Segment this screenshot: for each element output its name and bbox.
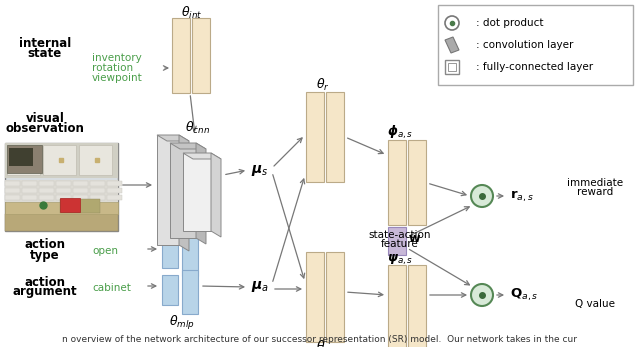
Circle shape: [471, 284, 493, 306]
Text: $\mathbf{Q}_{a,s}$: $\mathbf{Q}_{a,s}$: [510, 287, 538, 303]
Text: inventory: inventory: [92, 53, 141, 63]
Text: $\theta_{int}$: $\theta_{int}$: [181, 5, 203, 21]
Bar: [7, 145, 40, 175]
Bar: [192, 18, 210, 93]
Bar: [183, 153, 211, 231]
Bar: [79, 145, 112, 175]
Bar: [388, 140, 406, 225]
Text: action: action: [24, 238, 65, 252]
Bar: [326, 252, 344, 342]
Text: $\boldsymbol{\psi}_{a,s}$: $\boldsymbol{\psi}_{a,s}$: [387, 253, 413, 267]
Bar: [56, 195, 71, 200]
Text: immediate: immediate: [567, 178, 623, 188]
Bar: [408, 140, 426, 225]
Polygon shape: [196, 143, 206, 244]
Polygon shape: [183, 153, 221, 159]
Bar: [5, 180, 118, 202]
Circle shape: [445, 16, 459, 30]
Text: : convolution layer: : convolution layer: [476, 40, 573, 50]
Bar: [73, 188, 88, 193]
Bar: [7, 145, 42, 173]
Bar: [388, 265, 406, 347]
Polygon shape: [179, 135, 189, 251]
Bar: [326, 92, 344, 182]
Text: reward: reward: [577, 187, 613, 197]
Bar: [182, 232, 198, 276]
Bar: [60, 199, 100, 213]
Text: action: action: [24, 276, 65, 288]
Text: $\theta_q$: $\theta_q$: [316, 339, 330, 347]
Bar: [90, 188, 105, 193]
Bar: [408, 265, 426, 347]
Bar: [172, 18, 190, 93]
Bar: [5, 195, 20, 200]
Polygon shape: [445, 37, 459, 53]
Text: $\mathbf{w}$: $\mathbf{w}$: [408, 231, 422, 245]
Bar: [5, 214, 118, 231]
Bar: [162, 238, 178, 268]
Bar: [438, 5, 633, 85]
Text: $\boldsymbol{\phi}_{a,s}$: $\boldsymbol{\phi}_{a,s}$: [387, 124, 413, 141]
Bar: [170, 143, 196, 238]
Bar: [445, 60, 459, 74]
Bar: [56, 188, 71, 193]
Text: $\theta_{mlp}$: $\theta_{mlp}$: [169, 314, 195, 332]
Bar: [90, 195, 105, 200]
Bar: [43, 145, 76, 175]
Bar: [5, 202, 118, 214]
Polygon shape: [157, 135, 189, 141]
Bar: [73, 181, 88, 186]
Bar: [22, 181, 37, 186]
Text: $\boldsymbol{\mu}_s$: $\boldsymbol{\mu}_s$: [252, 162, 269, 178]
Bar: [22, 195, 37, 200]
Text: viewpoint: viewpoint: [92, 73, 143, 83]
Bar: [306, 252, 324, 342]
Bar: [56, 181, 71, 186]
Text: $\mathbf{r}_{a,s}$: $\mathbf{r}_{a,s}$: [510, 188, 534, 204]
Text: feature: feature: [381, 239, 419, 249]
Bar: [5, 188, 20, 193]
Bar: [39, 195, 54, 200]
Text: $\theta_r$: $\theta_r$: [316, 77, 330, 93]
Bar: [107, 181, 122, 186]
Bar: [9, 148, 33, 166]
Bar: [306, 92, 324, 182]
Text: cabinet: cabinet: [92, 283, 131, 293]
Text: type: type: [30, 248, 60, 262]
Text: Q value: Q value: [575, 299, 615, 309]
Bar: [448, 63, 456, 71]
Text: open: open: [92, 246, 118, 256]
Bar: [157, 135, 179, 245]
Text: n overview of the network architecture of our successor representation (SR) mode: n overview of the network architecture o…: [63, 336, 577, 345]
Text: internal: internal: [19, 36, 71, 50]
Bar: [107, 188, 122, 193]
Bar: [5, 143, 118, 231]
Bar: [162, 275, 178, 305]
Text: : fully-connected layer: : fully-connected layer: [476, 62, 593, 72]
Text: state-action: state-action: [369, 230, 431, 240]
Text: $\theta_{cnn}$: $\theta_{cnn}$: [184, 120, 209, 136]
Bar: [90, 181, 105, 186]
Text: visual: visual: [26, 111, 65, 125]
Text: argument: argument: [13, 286, 77, 298]
Bar: [182, 270, 198, 314]
Bar: [5, 181, 20, 186]
Text: : dot product: : dot product: [476, 18, 543, 28]
Bar: [39, 188, 54, 193]
Bar: [107, 195, 122, 200]
Bar: [73, 195, 88, 200]
Text: rotation: rotation: [92, 63, 133, 73]
Text: state: state: [28, 46, 62, 59]
Polygon shape: [211, 153, 221, 237]
Circle shape: [471, 185, 493, 207]
Bar: [388, 227, 406, 255]
Text: observation: observation: [6, 121, 84, 135]
Bar: [5, 143, 118, 178]
Bar: [60, 198, 80, 212]
Polygon shape: [170, 143, 206, 149]
Bar: [39, 181, 54, 186]
Bar: [22, 188, 37, 193]
Text: $\boldsymbol{\mu}_a$: $\boldsymbol{\mu}_a$: [251, 279, 269, 295]
